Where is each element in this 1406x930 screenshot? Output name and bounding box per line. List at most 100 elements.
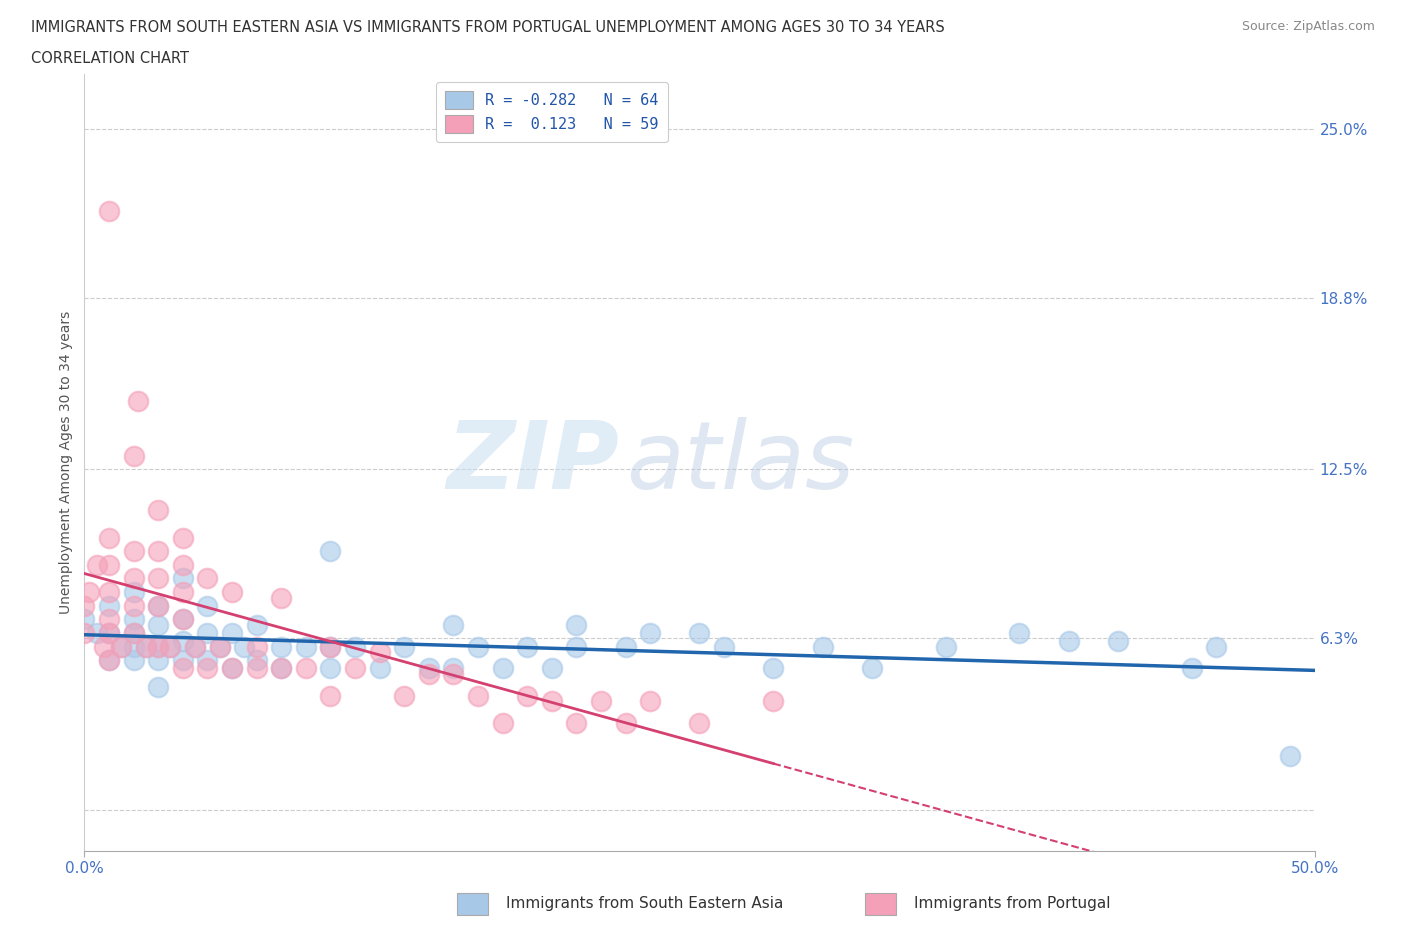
Point xyxy=(368,661,391,676)
Point xyxy=(443,667,465,682)
Point xyxy=(689,626,711,641)
Point xyxy=(172,661,194,676)
Point xyxy=(110,639,132,654)
Point xyxy=(135,639,157,654)
Point xyxy=(443,618,465,632)
Point xyxy=(98,612,120,627)
Point xyxy=(148,618,170,632)
Point xyxy=(184,639,207,654)
Point xyxy=(172,530,194,545)
Point xyxy=(221,585,243,600)
Point xyxy=(516,688,538,703)
Point xyxy=(221,626,243,641)
Text: CORRELATION CHART: CORRELATION CHART xyxy=(31,51,188,66)
Point xyxy=(1279,748,1302,763)
Point xyxy=(221,661,243,676)
Point xyxy=(418,661,440,676)
Point xyxy=(860,661,883,676)
Point xyxy=(394,639,416,654)
Point xyxy=(98,557,120,572)
Point xyxy=(270,661,292,676)
Point xyxy=(172,585,194,600)
Point xyxy=(98,653,120,668)
Point xyxy=(122,626,145,641)
Point xyxy=(467,688,489,703)
Point xyxy=(172,612,194,627)
Point xyxy=(148,680,170,695)
Text: ZIP: ZIP xyxy=(447,417,620,509)
Point xyxy=(73,626,96,641)
Point xyxy=(713,639,735,654)
Point xyxy=(79,585,101,600)
Point xyxy=(246,653,269,668)
Point xyxy=(319,661,342,676)
Point xyxy=(811,639,834,654)
Point xyxy=(443,661,465,676)
Point xyxy=(1107,633,1129,648)
Point xyxy=(148,544,170,559)
Point xyxy=(110,639,132,654)
Point xyxy=(122,612,145,627)
Point xyxy=(73,612,96,627)
Point xyxy=(467,639,489,654)
Point xyxy=(122,626,145,641)
Point xyxy=(492,661,515,676)
Point xyxy=(1057,633,1080,648)
Point xyxy=(172,633,194,648)
Point xyxy=(73,598,96,613)
Point xyxy=(98,626,120,641)
Point xyxy=(762,694,785,709)
Point xyxy=(148,653,170,668)
Point xyxy=(98,203,120,218)
Point xyxy=(98,626,120,641)
Point xyxy=(135,639,157,654)
Text: IMMIGRANTS FROM SOUTH EASTERN ASIA VS IMMIGRANTS FROM PORTUGAL UNEMPLOYMENT AMON: IMMIGRANTS FROM SOUTH EASTERN ASIA VS IM… xyxy=(31,20,945,35)
Point xyxy=(98,585,120,600)
Point xyxy=(319,544,342,559)
Point xyxy=(1008,626,1031,641)
Point xyxy=(208,639,231,654)
Point xyxy=(148,503,170,518)
Point xyxy=(197,598,219,613)
Point xyxy=(565,639,588,654)
Point xyxy=(1181,661,1204,676)
Point xyxy=(1205,639,1227,654)
Point xyxy=(98,653,120,668)
Point xyxy=(319,639,342,654)
Point xyxy=(184,639,207,654)
Point xyxy=(172,557,194,572)
Point xyxy=(640,694,662,709)
Point xyxy=(492,715,515,730)
Legend: R = -0.282   N = 64, R =  0.123   N = 59: R = -0.282 N = 64, R = 0.123 N = 59 xyxy=(436,82,668,141)
Point xyxy=(246,639,269,654)
Point xyxy=(159,639,181,654)
Point xyxy=(319,639,342,654)
Point xyxy=(148,639,170,654)
Point xyxy=(197,571,219,586)
Point xyxy=(98,530,120,545)
Point xyxy=(640,626,662,641)
Point xyxy=(172,653,194,668)
Y-axis label: Unemployment Among Ages 30 to 34 years: Unemployment Among Ages 30 to 34 years xyxy=(59,311,73,615)
Point xyxy=(221,661,243,676)
Point xyxy=(614,715,637,730)
Point xyxy=(208,639,231,654)
Point xyxy=(159,639,181,654)
Point xyxy=(172,571,194,586)
Point xyxy=(591,694,613,709)
Point xyxy=(98,598,120,613)
Point xyxy=(122,571,145,586)
Point xyxy=(172,612,194,627)
Point xyxy=(368,644,391,659)
Point xyxy=(148,571,170,586)
Point xyxy=(614,639,637,654)
Point xyxy=(394,688,416,703)
Point xyxy=(762,661,785,676)
Point xyxy=(122,639,145,654)
Point xyxy=(122,598,145,613)
Point xyxy=(122,544,145,559)
Point xyxy=(565,618,588,632)
Point xyxy=(128,394,150,409)
Point xyxy=(148,639,170,654)
Point xyxy=(295,661,318,676)
